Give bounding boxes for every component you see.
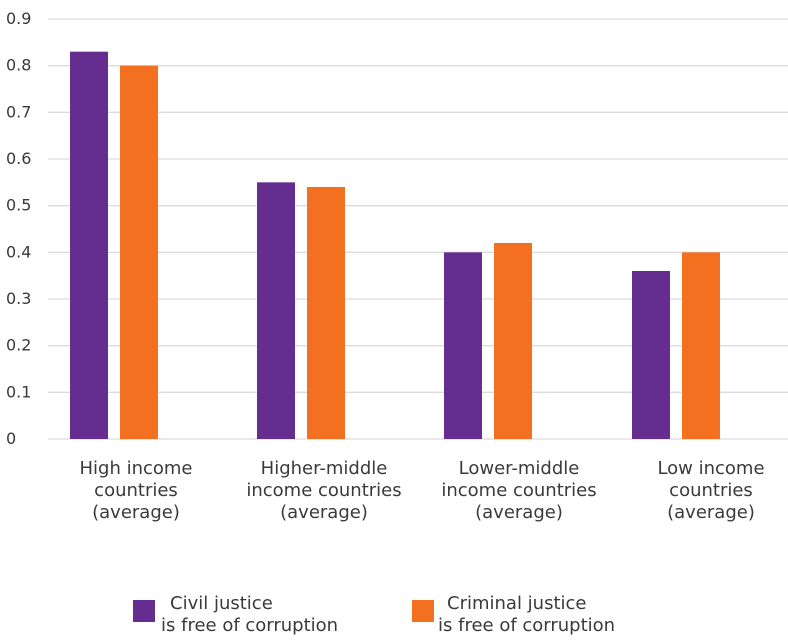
bar — [120, 65, 158, 440]
legend-label: Criminal justice is free of corruption — [438, 593, 615, 636]
y-tick-label: 0.9 — [6, 9, 31, 28]
bar — [257, 182, 295, 440]
bar — [682, 252, 720, 439]
legend-label: Civil justice is free of corruption — [161, 593, 338, 636]
bars — [70, 51, 720, 440]
x-category-label-line: (average) — [667, 502, 755, 523]
legend-label-line: Civil justice — [170, 593, 273, 614]
y-tick-label: 0.3 — [6, 289, 31, 308]
x-category-label: Low income countries (average) — [657, 458, 764, 523]
bar — [494, 243, 532, 439]
x-category-label-line: income countries — [246, 480, 401, 501]
x-category-label-line: countries — [669, 480, 753, 501]
x-category-label: High income countries (average) — [79, 458, 192, 523]
x-category-label-line: High income — [79, 458, 192, 479]
x-category-label-line: (average) — [475, 502, 563, 523]
x-category-label-line: Low income — [657, 458, 764, 479]
y-tick-label: 0.2 — [6, 336, 31, 355]
x-axis-labels: High income countries (average)Higher-midd… — [79, 458, 764, 523]
bar — [70, 51, 108, 440]
bar — [632, 271, 670, 439]
y-tick-label: 0.1 — [6, 382, 31, 401]
legend-label-line: Criminal justice — [447, 593, 586, 614]
x-category-label-line: Higher-middle — [261, 458, 388, 479]
x-category-label-line: countries — [94, 480, 178, 501]
y-tick-label: 0.8 — [6, 56, 31, 75]
legend: Civil justice is free of corruptionCrimin… — [133, 593, 615, 636]
y-axis-ticks: 0 0.1 0.2 0.3 0.4 0.5 0.6 0.7 0.8 0.9 — [6, 9, 31, 448]
bar — [444, 252, 482, 439]
x-category-label: Lower-middle income countries (average) — [441, 458, 596, 523]
gridlines — [48, 18, 788, 440]
x-category-label: Higher-middle income countries (average) — [246, 458, 401, 523]
x-category-label-line: (average) — [92, 502, 180, 523]
legend-swatch — [412, 600, 434, 622]
y-tick-label: 0.7 — [6, 102, 31, 121]
bar — [307, 187, 345, 439]
legend-label-line: is free of corruption — [161, 615, 338, 636]
x-category-label-line: (average) — [280, 502, 368, 523]
legend-swatch — [133, 600, 155, 622]
y-tick-label: 0.4 — [6, 242, 31, 261]
y-tick-label: 0.5 — [6, 196, 31, 215]
legend-label-line: is free of corruption — [438, 615, 615, 636]
x-category-label-line: income countries — [441, 480, 596, 501]
y-tick-label: 0.6 — [6, 149, 31, 168]
y-tick-label: 0 — [6, 429, 16, 448]
x-category-label-line: Lower-middle — [459, 458, 580, 479]
